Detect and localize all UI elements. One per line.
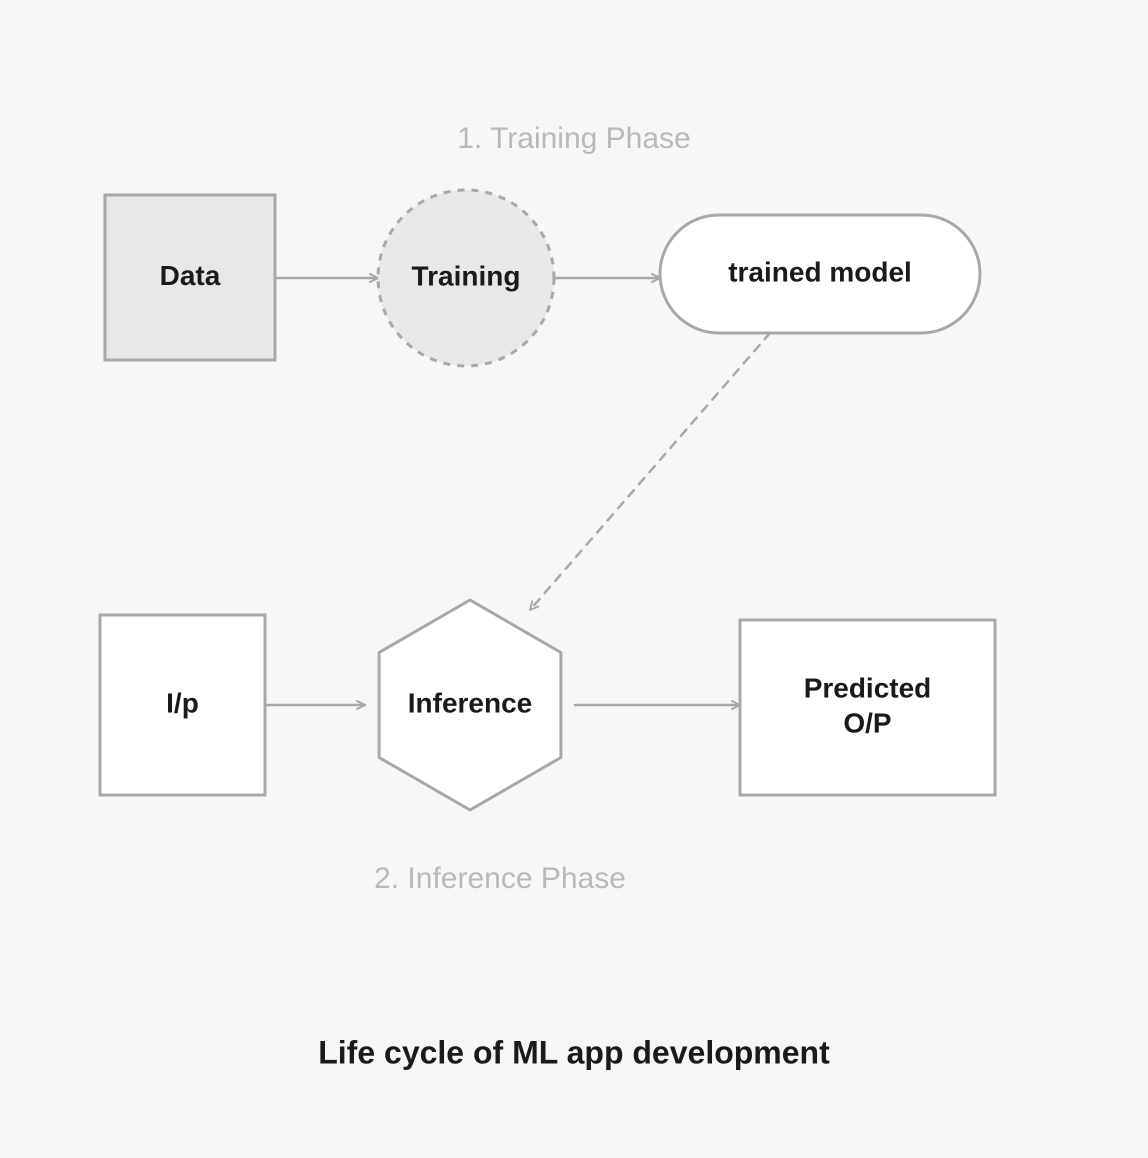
node-predicted-label-line-0: Predicted xyxy=(804,672,932,703)
diagram-caption: Life cycle of ML app development xyxy=(318,1034,830,1070)
node-training-label: Training xyxy=(412,260,521,291)
node-trained_model: trained model xyxy=(660,215,980,333)
phase-label-training: 1. Training Phase xyxy=(457,122,690,155)
phase-label-inference: 2. Inference Phase xyxy=(374,862,626,895)
node-data: Data xyxy=(105,195,275,360)
node-data-label: Data xyxy=(160,260,221,291)
node-ip-label: I/p xyxy=(166,687,199,718)
diagram-background xyxy=(0,0,1148,1158)
node-predicted: Predicted O/P xyxy=(740,620,995,795)
node-training: Training xyxy=(378,190,554,366)
node-inference-label: Inference xyxy=(408,687,533,718)
node-trained_model-label: trained model xyxy=(728,256,912,287)
ml-lifecycle-diagram: Data Training trained model I/p Inference Pre… xyxy=(0,0,1148,1158)
node-predicted-label-line-1: O/P xyxy=(843,707,891,738)
node-ip: I/p xyxy=(100,615,265,795)
